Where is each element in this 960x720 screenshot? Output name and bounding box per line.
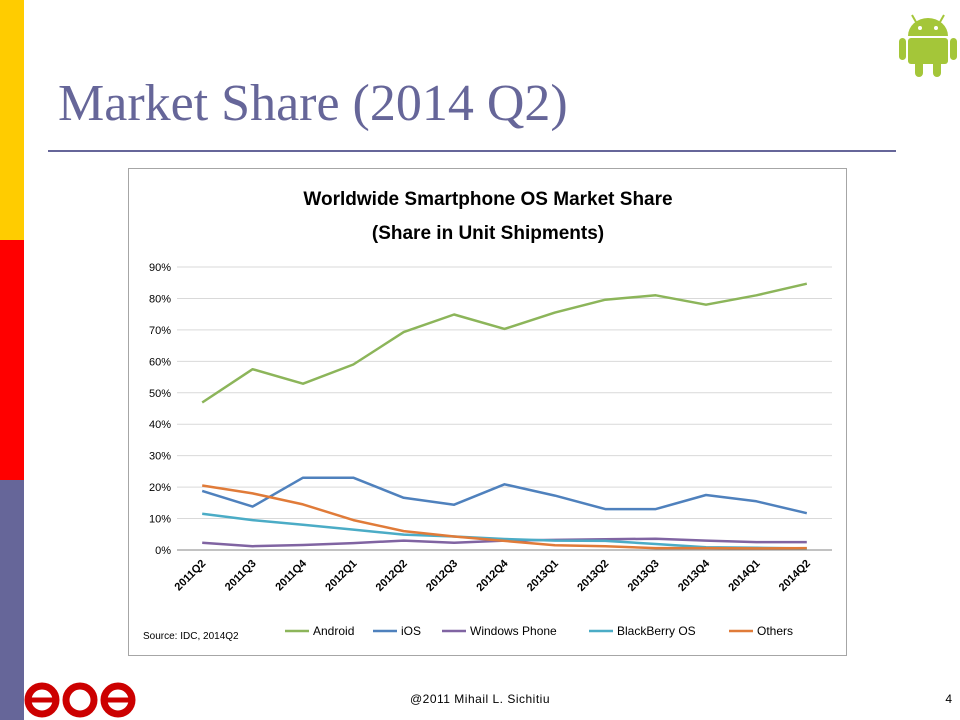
x-tick-label: 2013Q1: [525, 558, 561, 594]
y-tick-label: 0%: [155, 545, 171, 557]
legend-label: Android: [313, 624, 354, 638]
series-line-android: [201, 282, 808, 404]
x-tick-label: 2014Q1: [726, 558, 762, 594]
ece-logo-icon: [24, 682, 136, 718]
chart-canvas: Worldwide Smartphone OS Market Share (Sh…: [143, 189, 832, 642]
side-bar-red: [0, 240, 24, 480]
side-bar-purple: [0, 480, 24, 720]
legend-label: iOS: [401, 624, 421, 638]
x-tick-label: 2013Q4: [676, 557, 713, 594]
android-logo-icon: [899, 14, 957, 77]
y-tick-label: 40%: [149, 419, 171, 431]
y-tick-label: 30%: [149, 451, 171, 463]
series-line-others: [202, 484, 807, 550]
x-tick-label: 2012Q1: [323, 558, 359, 594]
title-divider: [48, 150, 896, 152]
series-line-ios: [201, 476, 808, 515]
y-tick-label: 70%: [149, 325, 171, 337]
x-tick-label: 2012Q4: [474, 557, 511, 594]
side-bar-yellow: [0, 0, 24, 240]
x-tick-label: 2012Q3: [424, 558, 460, 594]
y-tick-label: 50%: [149, 388, 171, 400]
x-tick-label: 2012Q2: [374, 558, 410, 594]
y-tick-label: 20%: [149, 482, 171, 494]
y-tick-label: 60%: [149, 356, 171, 368]
x-tick-label: 2011Q3: [223, 558, 259, 594]
y-tick-label: 10%: [149, 514, 171, 526]
page-number: 4: [945, 692, 952, 706]
y-tick-label: 80%: [149, 293, 171, 305]
market-share-chart: Worldwide Smartphone OS Market Share (Sh…: [128, 168, 847, 656]
chart-subtitle: (Share in Unit Shipments): [372, 223, 604, 244]
chart-source: Source: IDC, 2014Q2: [143, 631, 239, 642]
chart-title: Worldwide Smartphone OS Market Share: [303, 189, 672, 210]
x-tick-label: 2014Q2: [777, 558, 813, 594]
footer-copyright: @2011 Mihail L. Sichitiu: [409, 692, 551, 706]
x-tick-label: 2011Q2: [173, 558, 209, 594]
x-tick-label: 2013Q2: [575, 558, 611, 594]
legend-label: BlackBerry OS: [617, 624, 696, 638]
slide-title: Market Share (2014 Q2): [58, 75, 568, 132]
legend-label: Windows Phone: [470, 624, 557, 638]
y-tick-label: 90%: [149, 262, 171, 274]
legend-label: Others: [757, 624, 793, 638]
x-tick-label: 2013Q3: [626, 558, 662, 594]
x-tick-label: 2011Q4: [273, 557, 309, 593]
